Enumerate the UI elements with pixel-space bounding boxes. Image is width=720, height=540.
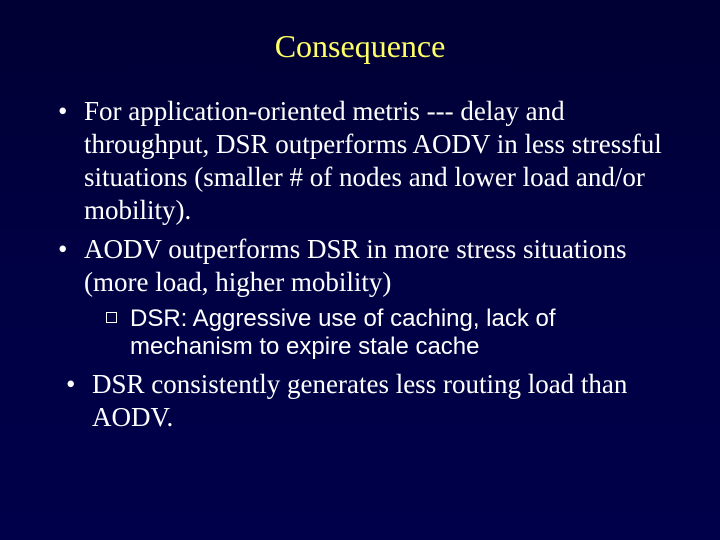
bullet-text: AODV outperforms DSR in more stress situ…	[84, 234, 626, 297]
bullet-text: For application-oriented metris --- dela…	[84, 96, 662, 225]
bullet-item: AODV outperforms DSR in more stress situ…	[58, 233, 680, 362]
bullet-item: For application-oriented metris --- dela…	[58, 95, 680, 227]
bullet-list: For application-oriented metris --- dela…	[58, 95, 680, 434]
slide: Consequence For application-oriented met…	[0, 0, 720, 540]
sub-bullet-item: DSR: Aggressive use of caching, lack of …	[106, 305, 680, 363]
bullet-item: DSR consistently generates less routing …	[58, 368, 680, 434]
slide-title: Consequence	[40, 28, 680, 65]
bullet-text: DSR consistently generates less routing …	[92, 369, 627, 432]
sub-bullet-list: DSR: Aggressive use of caching, lack of …	[106, 305, 680, 363]
sub-bullet-text: DSR: Aggressive use of caching, lack of …	[130, 305, 556, 361]
